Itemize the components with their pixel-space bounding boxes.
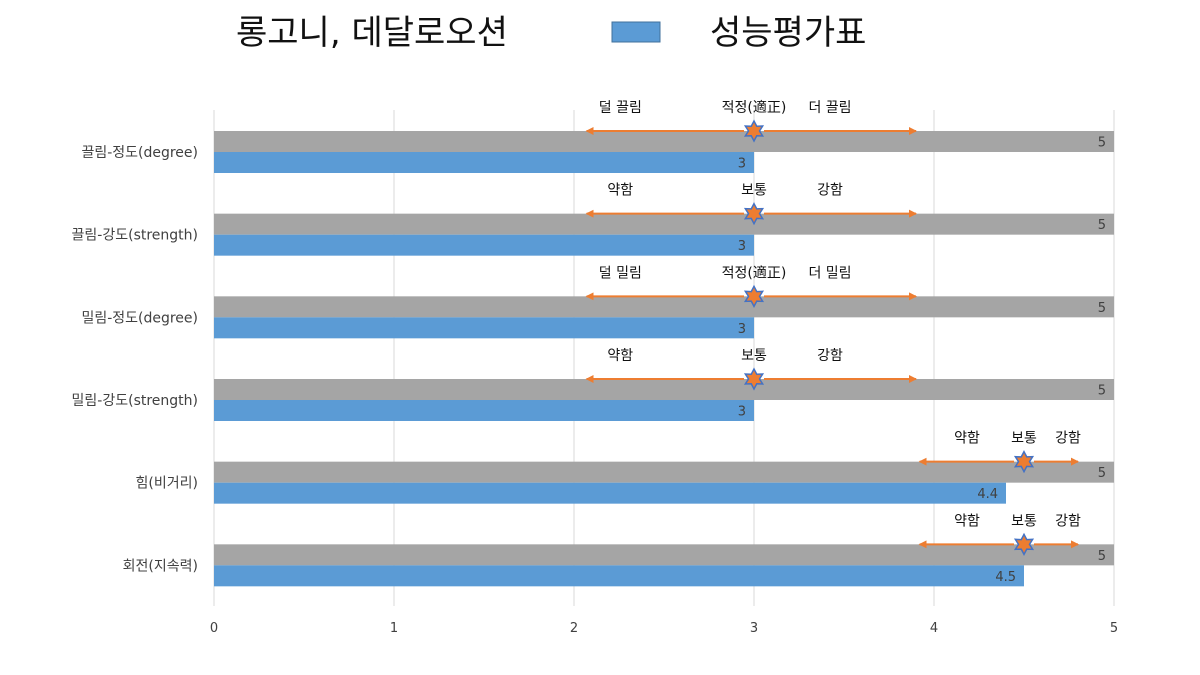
annotation-star-marker bbox=[743, 119, 765, 143]
category-labels: 끌림-정도(degree) 끌림-강도(strength) 밀림-정도(degree… bbox=[72, 145, 198, 574]
annotation-center-label: 보통 bbox=[741, 183, 767, 199]
bar-value-label: 3 bbox=[738, 239, 746, 254]
bars bbox=[214, 131, 1114, 587]
bar-score-0 bbox=[214, 152, 754, 173]
annotation-center-label: 보통 bbox=[1011, 513, 1037, 529]
annotation-center-label: 보통 bbox=[741, 348, 767, 364]
bar-max-2 bbox=[214, 296, 1114, 318]
annotation-center-label: 보통 bbox=[1011, 431, 1037, 447]
annotation-right-label: 더 밀림 bbox=[808, 265, 851, 281]
annotation-right-label: 강함 bbox=[817, 183, 843, 199]
legend: 성능평가표 bbox=[611, 13, 866, 53]
annotation-left-label: 약함 bbox=[607, 348, 633, 364]
bar-value-label: 5 bbox=[1098, 466, 1106, 481]
x-tick-label: 2 bbox=[570, 621, 578, 636]
bar-score-2 bbox=[214, 317, 754, 339]
bar-value-label: 3 bbox=[738, 157, 746, 172]
annotation-right-label: 더 끌림 bbox=[808, 100, 851, 116]
bar-score-5 bbox=[214, 565, 1024, 587]
bar-max-0 bbox=[214, 131, 1114, 152]
bar-max-1 bbox=[214, 213, 1114, 235]
bar-score-4 bbox=[214, 482, 1006, 504]
annotation-star-marker bbox=[1013, 450, 1035, 474]
bar-max-5 bbox=[214, 544, 1114, 566]
category-label: 회전(지속력) bbox=[123, 558, 198, 574]
bar-value-label: 3 bbox=[738, 405, 746, 420]
annotation-left-label: 약함 bbox=[954, 431, 980, 447]
value-labels: 5 3 5 3 5 3 5 3 5 4.4 5 4.5 bbox=[738, 136, 1106, 585]
annotation-star-marker bbox=[743, 202, 765, 226]
annotation-right-label: 강함 bbox=[817, 348, 843, 364]
annotation-left-label: 덜 끌림 bbox=[599, 100, 642, 116]
x-tick-label: 5 bbox=[1110, 621, 1118, 636]
bar-value-label: 5 bbox=[1098, 136, 1106, 151]
chart-title: 롱고니, 데달로오션 bbox=[236, 13, 508, 53]
bar-value-label: 4.4 bbox=[977, 487, 998, 502]
annotation-right-label: 강함 bbox=[1055, 513, 1081, 529]
x-tick-label: 0 bbox=[210, 621, 218, 636]
legend-label: 성능평가표 bbox=[710, 13, 866, 53]
x-tick-label: 1 bbox=[390, 621, 398, 636]
bar-max-3 bbox=[214, 379, 1114, 400]
bar-value-label: 5 bbox=[1098, 549, 1106, 564]
annotation-center-label: 적정(適正) bbox=[722, 99, 787, 116]
gridlines bbox=[213, 110, 1115, 606]
category-label: 끌림-정도(degree) bbox=[81, 145, 198, 161]
bar-value-label: 4.5 bbox=[995, 570, 1016, 585]
bar-value-label: 5 bbox=[1098, 301, 1106, 316]
x-tick-label: 3 bbox=[750, 621, 758, 636]
legend-swatch bbox=[611, 21, 661, 43]
annotation-left-label: 약함 bbox=[954, 513, 980, 529]
annotation-left-label: 덜 밀림 bbox=[599, 265, 642, 281]
annotation-left-label: 약함 bbox=[607, 183, 633, 199]
annotation-right-label: 강함 bbox=[1055, 431, 1081, 447]
x-tick-label: 4 bbox=[930, 621, 938, 636]
tick-labels: 0 1 2 3 4 5 bbox=[210, 621, 1118, 636]
category-label: 힘(비거리) bbox=[136, 476, 198, 492]
bar-value-label: 5 bbox=[1098, 218, 1106, 233]
category-label: 끌림-강도(strength) bbox=[72, 228, 198, 244]
annotation-star-marker bbox=[1013, 532, 1035, 556]
annotation-center-label: 적정(適正) bbox=[722, 264, 787, 281]
bar-value-label: 3 bbox=[738, 322, 746, 337]
annotation-star-marker bbox=[743, 367, 765, 391]
category-label: 밀림-강도(strength) bbox=[72, 393, 198, 409]
bar-score-1 bbox=[214, 234, 754, 256]
annotation-star-marker bbox=[743, 284, 765, 308]
bar-score-3 bbox=[214, 400, 754, 421]
bar-value-label: 5 bbox=[1098, 384, 1106, 399]
category-label: 밀림-정도(degree) bbox=[81, 310, 198, 326]
bar-max-4 bbox=[214, 461, 1114, 483]
